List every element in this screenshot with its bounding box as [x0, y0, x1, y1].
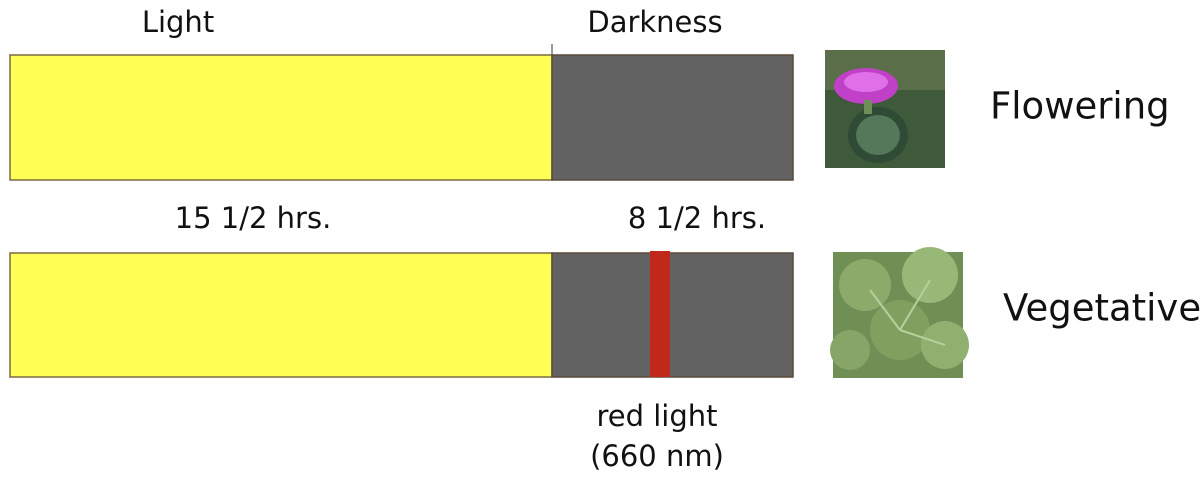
dark-duration: 8 1/2 hrs.: [628, 201, 766, 235]
flowering-label: Flowering: [990, 85, 1170, 128]
diagram: Light Darkness Flowering 15 1/2 hrs. 8 1…: [0, 0, 1203, 478]
leaves-image: [830, 247, 969, 378]
thistle-image: [825, 50, 945, 168]
light-bar: [10, 253, 552, 377]
darkness-label: Darkness: [587, 5, 722, 39]
dark-bar: [552, 253, 793, 377]
light-bar: [10, 55, 552, 180]
red-light-label: red light: [596, 399, 717, 433]
red-light-pulse: [650, 251, 670, 377]
dark-bar: [552, 55, 793, 180]
light-duration: 15 1/2 hrs.: [175, 201, 332, 235]
light-label: Light: [142, 5, 214, 39]
vegetative-label: Vegetative: [1003, 287, 1201, 330]
wavelength-label: (660 nm): [590, 439, 724, 473]
